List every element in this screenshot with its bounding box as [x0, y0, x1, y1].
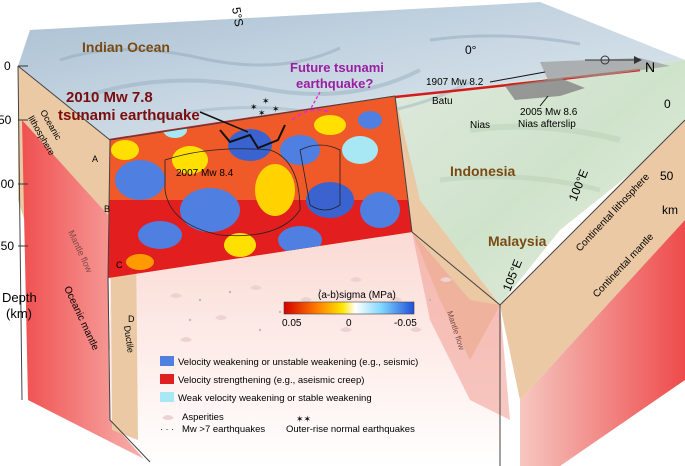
country-malaysia: Malaysia [488, 233, 547, 249]
island-batu: Batu [432, 96, 453, 107]
oceanic-mantle-face [22, 120, 150, 462]
nias-rupture-patch [505, 78, 585, 100]
point-b: B [104, 204, 110, 214]
oceanic-lithosphere-band [18, 66, 110, 215]
colorbar-tick-mid: 0 [346, 318, 352, 329]
legend: Velocity weakening or unstable weakening… [160, 356, 418, 435]
outer-rise-stars: ✶ ✶ ✶ ✶ [250, 96, 280, 118]
eq-1907-arrow [489, 71, 546, 83]
rupture-2007-outline [164, 148, 301, 237]
legend-label-strengthening: Velocity strengthening (e.g., aseismic c… [178, 375, 364, 386]
depth-title: Depth [2, 290, 37, 305]
left-tick-50: 50 [0, 113, 12, 127]
lat-5s-label: 5°S [229, 6, 246, 28]
asperities-field [170, 277, 452, 342]
svg-text:✶: ✶ [262, 96, 270, 106]
mantle-wedge [110, 232, 500, 466]
star-icon: ✶✶ [296, 414, 311, 424]
eq-2005-arrow [539, 95, 549, 107]
svg-text:✶: ✶ [250, 102, 258, 112]
future-label-a: Future tsunami [290, 60, 384, 75]
legend-label-weakening: Velocity weakening or unstable weakening… [178, 357, 418, 368]
eq-1907-label: 1907 Mw 8.2 [426, 77, 484, 88]
legend-swatch-weak [160, 392, 174, 402]
eq-2005-label-b: Nias afterslip [518, 119, 576, 130]
lat-0-label: 0° [465, 43, 477, 57]
tsunami-2010-label-a: 2010 Mw 7.8 [66, 89, 153, 106]
future-label-b: earthquake? [296, 76, 373, 91]
north-label: N [645, 59, 655, 75]
asperity-icon [162, 415, 174, 420]
point-a: A [92, 154, 98, 164]
country-indonesia: Indonesia [450, 163, 516, 179]
left-tick-100: 100 [0, 177, 14, 191]
left-tick-150: 150 [0, 239, 14, 253]
svg-text:✶: ✶ [258, 108, 266, 118]
right-tick-50: 50 [660, 169, 674, 183]
rupture-1907-patch [540, 58, 670, 80]
legend-outer-rise: Outer-rise normal earthquakes [286, 424, 415, 435]
scatter-dots [188, 288, 432, 332]
legend-swatch-strengthening [160, 374, 174, 384]
legend-mw7: Mw >7 earthquakes [182, 424, 265, 435]
colorbar-ramp [283, 301, 415, 315]
north-arrow-icon [585, 55, 642, 65]
svg-text:✶: ✶ [272, 104, 280, 114]
future-arrow [309, 91, 321, 111]
land-surface [390, 60, 685, 305]
continental-lithosphere-face [500, 120, 685, 400]
mantle-flow-band-right [412, 232, 510, 420]
eq-2005-label-a: 2005 Mw 8.6 [520, 107, 578, 118]
legend-swatch-weakening [160, 356, 174, 366]
left-tick-0: 0 [4, 59, 11, 73]
legend-asperities: Asperities [182, 412, 224, 423]
right-tick-0: 0 [664, 97, 671, 111]
future-rupture-dashed [291, 109, 331, 121]
point-d: D [128, 314, 135, 324]
tsunami-2010-arrow [199, 111, 249, 133]
block-edges [17, 65, 685, 466]
eq-2007-label: 2007 Mw 8.4 [176, 168, 234, 179]
ductile-label: Ductile [122, 325, 136, 354]
mw7-icon: · · · [160, 424, 174, 434]
slab-right-edge [395, 96, 500, 360]
point-c: C [116, 260, 123, 270]
rupture-2010-outline [219, 124, 286, 150]
future-rupture-outline [299, 144, 341, 211]
colorbar-title: (a-b)sigma (MPa) [318, 290, 396, 301]
colorbar-tick-min: 0.05 [282, 318, 302, 329]
colorbar-tick-max: -0.05 [394, 318, 417, 329]
right-unit: km [662, 203, 678, 217]
legend-label-weak: Weak velocity weakening or stable weaken… [178, 393, 372, 404]
island-nias: Nias [470, 120, 490, 131]
depth-unit: (km) [6, 306, 32, 321]
ocean-label: Indian Ocean [82, 39, 170, 55]
left-depth-ticks [18, 65, 28, 247]
continental-mantle-face [520, 220, 685, 466]
tsunami-2010-label-b: tsunami earthquake [58, 107, 200, 124]
ocean-surface [18, 2, 685, 140]
